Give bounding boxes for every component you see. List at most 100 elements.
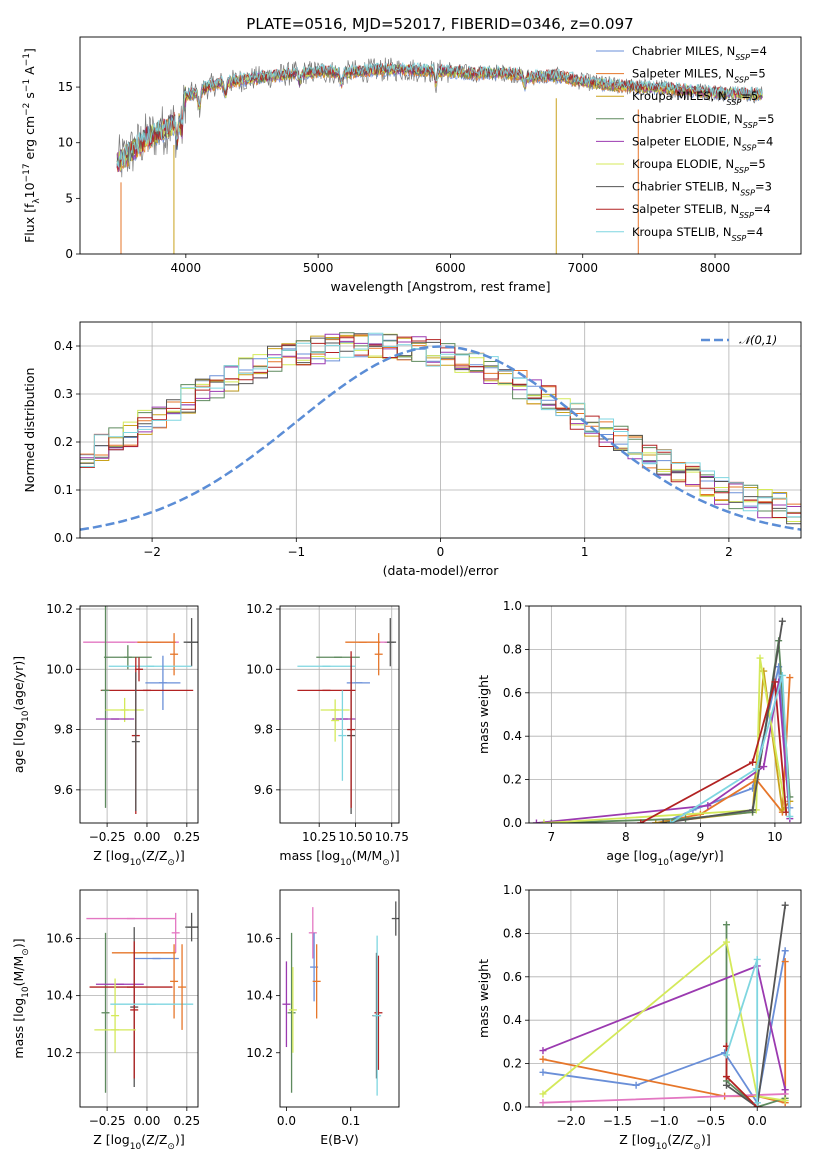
legend-label: Kroupa ELODIE, NSSP=5 (632, 157, 766, 175)
weight-marker (532, 819, 540, 823)
axes-frame (528, 889, 802, 1108)
residual-histogram (80, 336, 801, 518)
legend-label: Kroupa STELIB, NSSP=4 (632, 225, 763, 243)
x-tick-label: −1.0 (649, 1114, 678, 1128)
weight-marker (722, 1051, 730, 1059)
weight-line (640, 681, 787, 823)
weight-line (543, 657, 787, 823)
y-tick-label: 1.0 (503, 883, 522, 897)
y-axis-label: mass [log10(M/M⊙)] (11, 938, 31, 1058)
y-tick-label: 10.4 (246, 989, 273, 1003)
x-tick-label: 0.1 (341, 1114, 360, 1128)
y-tick-label: 10.2 (246, 1046, 273, 1060)
legend-label: 𝒩(0,1) (739, 333, 777, 347)
x-tick-label: 0 (437, 545, 445, 559)
plot-area (116, 57, 763, 254)
y-tick-label: 10 (58, 136, 73, 150)
weight-marker (539, 1055, 547, 1063)
y-tick-label: 5 (65, 191, 73, 205)
x-tick-label: 5000 (303, 261, 334, 275)
mass-vs-metallicity-panel: −0.25 0.00 0.25 10.2 10.4 10.6 Z [log10(Z/Z⊙)]… (11, 889, 200, 1152)
age-vs-metallicity-panel: −0.25 0.00 0.25 9.6 9.8 10.0 10.2 Z [log10(Z/Z⊙… (11, 602, 200, 868)
y-tick-label: 0.6 (503, 970, 522, 984)
legend-label: Salpeter ELODIE, NSSP=4 (632, 134, 773, 152)
weight-marker (778, 671, 786, 679)
x-tick-label: −1.5 (603, 1114, 632, 1128)
y-tick-label: 0.2 (503, 1057, 522, 1071)
model-spectrum (116, 62, 763, 171)
x-tick-label: 0.25 (173, 1114, 200, 1128)
weight-marker (786, 812, 794, 820)
x-axis-label: Z [log10(Z/Z⊙)] (93, 848, 184, 868)
y-axis-label: Flux [fλ10−17 erg cm−2 s−1 A−1] (22, 48, 42, 243)
weight-marker (781, 1086, 789, 1094)
x-tick-label: 9 (697, 830, 705, 844)
y-tick-label: 0.0 (54, 531, 73, 545)
legend-label: Salpeter MILES, NSSP=5 (632, 67, 766, 85)
weight-marker (704, 802, 712, 810)
y-tick-label: 9.8 (254, 723, 273, 737)
plot-area (539, 901, 789, 1107)
weight-marker (722, 1073, 730, 1081)
y-tick-label: 0.4 (503, 729, 522, 743)
x-tick-label: 10 (767, 830, 782, 844)
y-tick-label: 10.2 (46, 1046, 73, 1060)
weight-marker (667, 819, 675, 823)
y-tick-label: 0.4 (503, 1013, 522, 1027)
x-axis-label: (data-model)/error (383, 563, 500, 578)
y-axis-label: Normed distribution (22, 368, 37, 493)
y-tick-label: 10.2 (46, 602, 73, 616)
weight-marker (778, 806, 786, 814)
x-tick-label: 8000 (700, 261, 731, 275)
x-axis-label: Z [log10(Z/Z⊙)] (619, 1132, 710, 1152)
weight-marker (771, 678, 779, 686)
weight-marker (753, 1099, 761, 1107)
plot-area (83, 606, 198, 814)
y-tick-label: 0.0 (503, 816, 522, 830)
x-tick-label: 0.00 (134, 1114, 161, 1128)
x-tick-label: −0.25 (89, 830, 126, 844)
weight-marker (778, 617, 786, 625)
x-tick-label: 10.50 (338, 830, 372, 844)
x-tick-label: −2 (143, 545, 161, 559)
y-tick-label: 0.2 (54, 435, 73, 449)
x-tick-label: 10.75 (375, 830, 409, 844)
age-vs-mass-panel: 10.25 10.50 10.75 9.6 9.8 10.0 10.2 mass [log10… (246, 602, 409, 868)
y-tick-label: 0.8 (503, 926, 522, 940)
weight-marker (752, 765, 760, 773)
x-tick-label: −0.25 (89, 1114, 126, 1128)
y-tick-label: 10.0 (246, 662, 273, 676)
normal-reference-curve (80, 345, 801, 531)
plot-area (297, 618, 397, 814)
residual-histogram-panel: −2 −1 0 1 2 0.0 0.1 0.2 0.3 0.4 (data-model)/error… (22, 321, 802, 578)
x-tick-label: 0.0 (277, 1114, 296, 1128)
x-tick-label: 0.25 (173, 830, 200, 844)
axes-frame (279, 889, 400, 1108)
y-axis-label: mass weight (476, 675, 491, 754)
weight-vs-age-panel: 7 8 9 10 0.0 0.2 0.4 0.6 0.8 1.0 age [log10(age/yr… (476, 599, 802, 868)
y-tick-label: 9.8 (54, 723, 73, 737)
y-tick-label: 0.0 (503, 1100, 522, 1114)
weight-line (725, 905, 787, 1107)
residual-histogram (80, 332, 801, 520)
spectrum-panel: 4000 5000 6000 7000 8000 0 5 10 15 wavelength [An… (22, 36, 802, 294)
weight-marker (539, 1099, 547, 1107)
weight-marker (756, 654, 764, 662)
y-axis-label: age [log10(age/yr)] (11, 656, 31, 773)
x-tick-label: 10.25 (302, 830, 336, 844)
legend-label: Chabrier STELIB, NSSP=3 (632, 180, 772, 198)
y-tick-label: 10.6 (46, 932, 73, 946)
x-tick-label: −0.5 (696, 1114, 725, 1128)
x-tick-label: −1 (287, 545, 305, 559)
x-axis-label: mass [log10(M/M⊙)] (279, 848, 399, 868)
axes-frame (79, 321, 802, 539)
y-tick-label: 0.4 (54, 339, 73, 353)
x-axis-label: E(B-V) (320, 1132, 359, 1147)
axes-frame (528, 605, 802, 824)
x-tick-label: 0.00 (134, 830, 161, 844)
x-tick-label: 0.0 (748, 1114, 767, 1128)
plot-area (80, 332, 801, 531)
weight-marker (539, 1068, 547, 1076)
plot-area (282, 901, 399, 1096)
weight-marker (540, 819, 548, 823)
